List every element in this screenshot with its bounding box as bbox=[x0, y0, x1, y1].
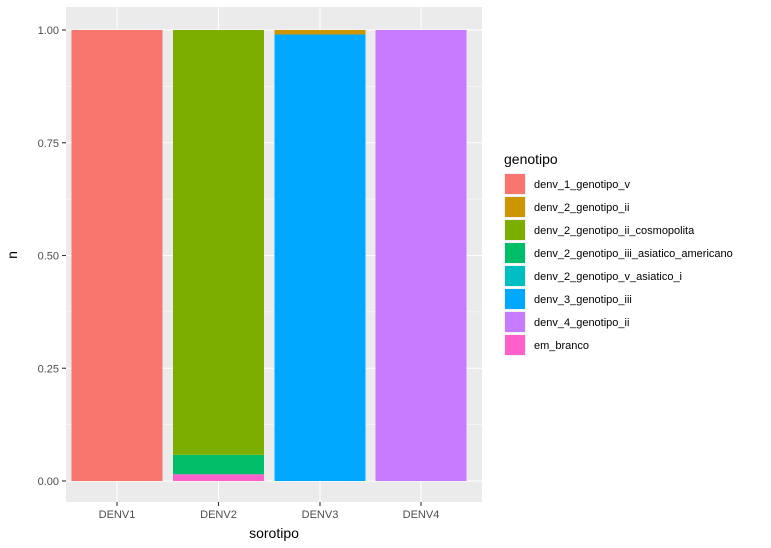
bar-segment bbox=[173, 454, 264, 475]
x-tick-label: DENV1 bbox=[99, 509, 136, 521]
y-tick-label: 0.50 bbox=[38, 251, 59, 263]
legend-key bbox=[505, 289, 525, 309]
legend-key bbox=[505, 266, 525, 286]
bar-segment bbox=[173, 474, 264, 481]
bar-segment bbox=[173, 30, 264, 455]
y-tick-label: 0.25 bbox=[38, 363, 59, 375]
y-tick-label: 1.00 bbox=[38, 25, 59, 37]
bar-segment bbox=[375, 30, 467, 481]
legend-key bbox=[505, 220, 525, 240]
y-axis-title: n bbox=[4, 251, 20, 259]
legend-label: denv_4_genotipo_ii bbox=[534, 317, 629, 329]
y-axis: 0.00 0.25 0.50 0.75 1.00 bbox=[38, 25, 66, 488]
legend-key bbox=[505, 312, 525, 332]
bar-segment bbox=[274, 30, 366, 35]
legend-label: denv_2_genotipo_v_asiatico_i bbox=[534, 271, 682, 283]
legend-label: em_branco bbox=[534, 340, 589, 352]
legend-key bbox=[505, 197, 525, 217]
x-tick-label: DENV3 bbox=[302, 509, 339, 521]
x-axis: DENV1 DENV2 DENV3 DENV4 bbox=[99, 502, 440, 521]
legend-key bbox=[505, 174, 525, 194]
x-axis-title: sorotipo bbox=[249, 525, 299, 541]
legend-title: genotipo bbox=[504, 151, 558, 167]
bar-segment bbox=[274, 34, 366, 481]
legend-label: denv_1_genotipo_v bbox=[534, 179, 631, 191]
bar-segment bbox=[71, 30, 163, 481]
legend-key bbox=[505, 243, 525, 263]
y-tick-label: 0.75 bbox=[38, 138, 59, 150]
legend-label: denv_2_genotipo_iii_asiatico_americano bbox=[534, 248, 733, 260]
legend-label: denv_2_genotipo_ii bbox=[534, 202, 629, 214]
legend-label: denv_2_genotipo_ii_cosmopolita bbox=[534, 225, 695, 237]
bars bbox=[71, 30, 467, 481]
legend: genotipo denv_1_genotipo_v denv_2_genotip… bbox=[504, 151, 733, 356]
y-tick-label: 0.00 bbox=[38, 476, 59, 488]
x-tick-label: DENV2 bbox=[200, 509, 237, 521]
legend-key bbox=[505, 335, 525, 355]
x-tick-label: DENV4 bbox=[403, 509, 440, 521]
legend-label: denv_3_genotipo_iii bbox=[534, 294, 632, 306]
